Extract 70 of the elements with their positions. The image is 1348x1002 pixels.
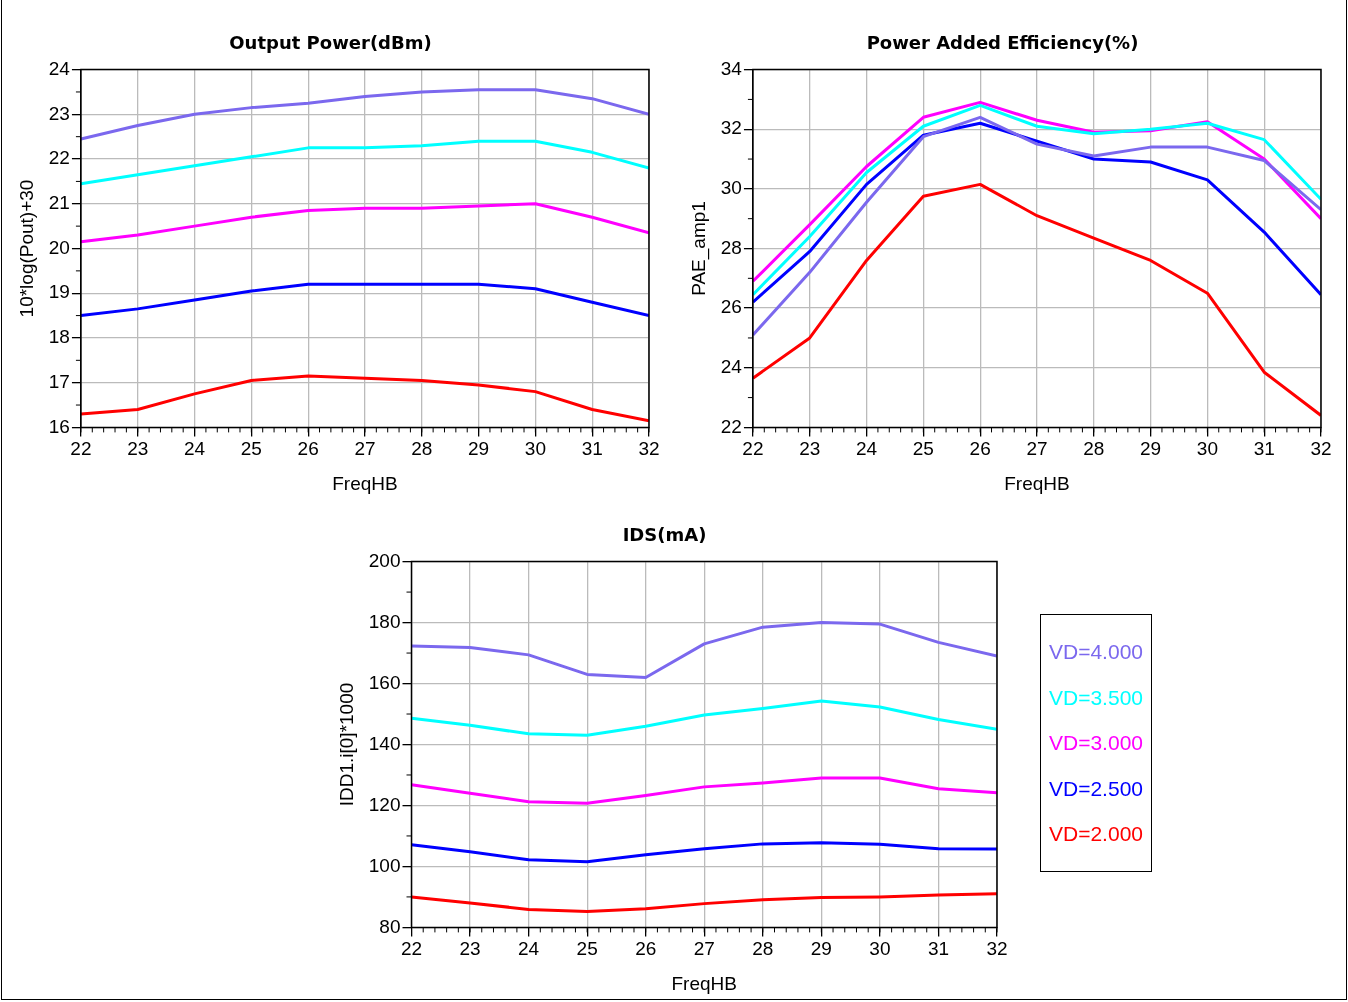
text: VD=4.000 <box>1049 639 1143 665</box>
y-tick-label: 18 <box>48 326 70 348</box>
text: VD=2.500 <box>1049 775 1143 802</box>
x-tick-label: 31 <box>581 438 603 460</box>
y-tick-label: 22 <box>720 415 742 437</box>
y-tick-label: 28 <box>720 236 742 258</box>
x-tick-label: 23 <box>127 438 149 460</box>
y-tick-label: 20 <box>48 236 70 258</box>
x-tick-label: 22 <box>400 938 423 960</box>
y-tick-label: 180 <box>368 610 401 632</box>
y-axis-title: PAE_amp1 <box>687 201 710 296</box>
x-tick-label: 29 <box>810 938 832 960</box>
x-tick-label: 25 <box>240 438 262 460</box>
y-tick-label: 17 <box>48 370 70 392</box>
x-tick-label: 30 <box>524 438 546 460</box>
x-tick-label: 28 <box>1083 438 1105 460</box>
y-tick-label: 24 <box>48 57 71 79</box>
text: VD=3.000 <box>1049 730 1143 756</box>
text: VD=3.500 <box>1049 684 1143 711</box>
x-tick-label: 25 <box>576 938 598 960</box>
text: VD=2.000 <box>1049 821 1143 847</box>
chart-title: Power Added Efficiency(%) <box>866 32 1139 54</box>
y-tick-label: 140 <box>368 732 401 754</box>
x-tick-label: 23 <box>459 938 481 960</box>
y-tick-label: 30 <box>720 177 742 199</box>
y-tick-label: 100 <box>368 854 401 876</box>
x-tick-label: 28 <box>411 438 433 460</box>
x-tick-label: 27 <box>354 438 376 460</box>
y-tick-label: 120 <box>368 793 401 815</box>
chart-title: IDS(mA) <box>622 524 707 546</box>
x-tick-label: 22 <box>70 438 92 460</box>
x-tick-label: 23 <box>799 438 821 460</box>
x-tick-label: 31 <box>1253 438 1275 460</box>
y-tick-label: 22 <box>48 147 70 169</box>
x-tick-label: 32 <box>638 438 660 460</box>
x-tick-label: 24 <box>183 438 206 460</box>
x-tick-label: 22 <box>742 438 764 460</box>
x-tick-label: 26 <box>635 938 657 960</box>
x-tick-label: 26 <box>297 438 319 460</box>
x-tick-label: 30 <box>1196 438 1218 460</box>
x-tick-label: 32 <box>986 938 1008 960</box>
y-tick-label: 34 <box>720 57 743 79</box>
y-tick-label: 21 <box>48 192 70 214</box>
y-tick-label: 16 <box>48 415 70 437</box>
x-tick-label: 28 <box>752 938 774 960</box>
x-tick-label: 31 <box>927 938 950 960</box>
x-axis-title: FreqHB <box>671 972 737 994</box>
x-axis-title: FreqHB <box>1004 472 1070 494</box>
x-tick-label: 32 <box>1310 438 1332 460</box>
y-axis-title: 10*log(Pout)+30 <box>15 179 37 318</box>
x-tick-label: 26 <box>969 438 991 460</box>
y-tick-label: 19 <box>48 281 70 303</box>
x-tick-label: 27 <box>1026 438 1048 460</box>
y-axis-title: IDD1.i[0]*1000 <box>335 682 357 807</box>
y-tick-label: 24 <box>720 356 743 377</box>
x-axis-title: FreqHB <box>332 472 398 494</box>
chart-title: Output Power(dBm) <box>229 32 432 54</box>
y-tick-label: 160 <box>368 671 401 693</box>
y-tick-label: 23 <box>48 102 70 124</box>
y-tick-label: 80 <box>379 915 401 937</box>
y-tick-label: 32 <box>720 117 742 139</box>
y-tick-label: 200 <box>368 549 401 571</box>
x-tick-label: 27 <box>693 938 715 960</box>
x-tick-label: 30 <box>869 938 891 960</box>
x-tick-label: 24 <box>855 438 878 460</box>
x-tick-label: 29 <box>468 438 490 460</box>
x-tick-label: 29 <box>1140 438 1162 460</box>
y-tick-label: 26 <box>720 296 742 318</box>
x-tick-label: 25 <box>912 438 934 460</box>
x-tick-label: 24 <box>518 938 540 960</box>
